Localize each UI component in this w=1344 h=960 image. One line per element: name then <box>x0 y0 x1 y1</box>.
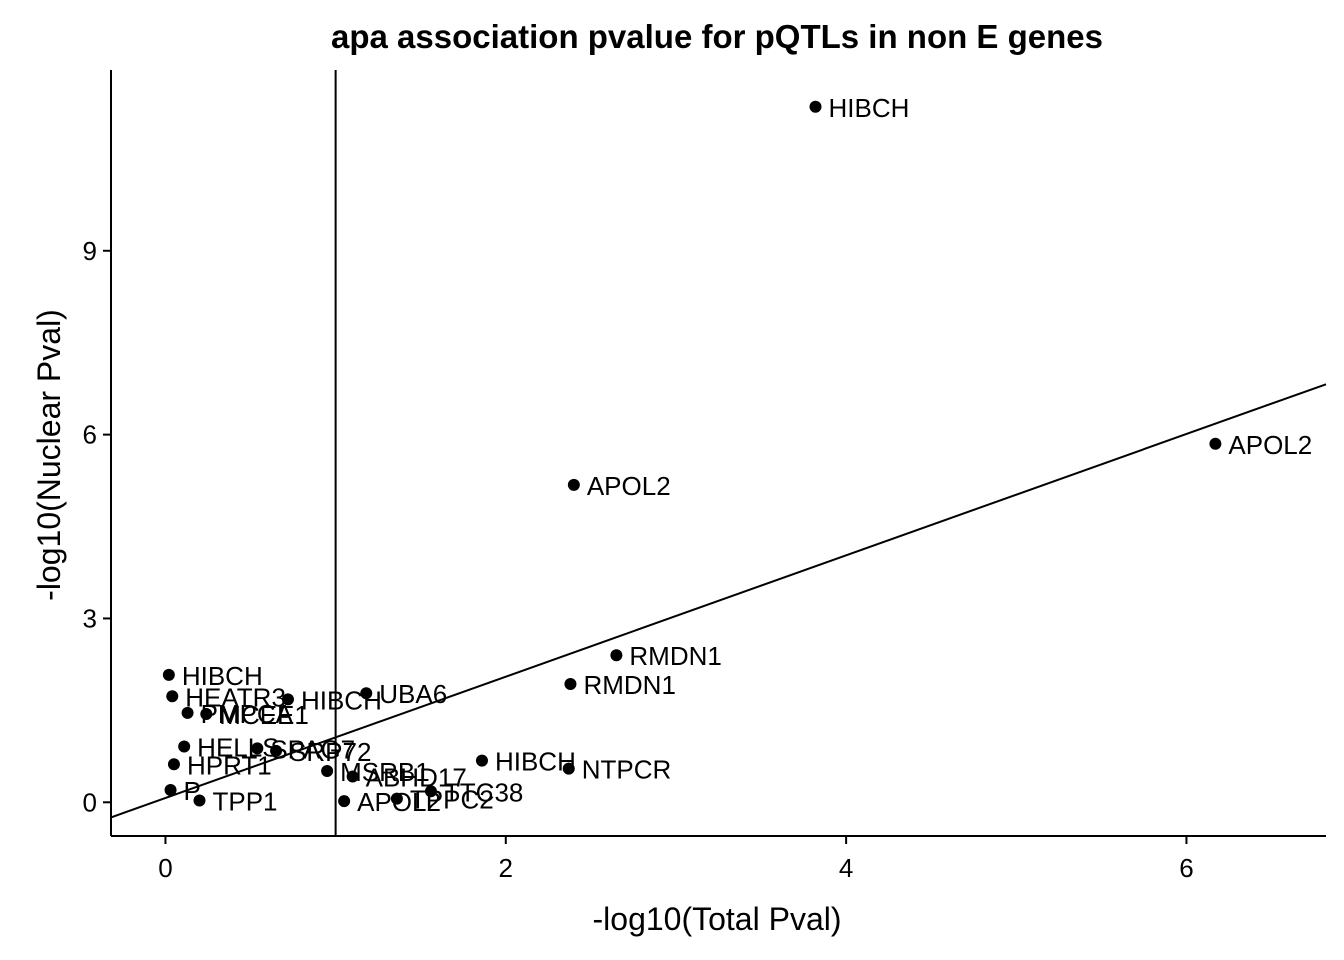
x-axis-title: -log10(Total Pval) <box>593 901 842 937</box>
y-axis-title: -log10(Nuclear Pval) <box>31 309 67 601</box>
point-label: HIBCH <box>301 685 382 715</box>
data-point <box>193 794 206 807</box>
point-label: TTC38 <box>444 777 523 807</box>
data-point <box>321 765 334 778</box>
point-label: TPPC2 <box>410 785 494 815</box>
y-tick-label: 6 <box>83 420 97 450</box>
point-label: HELLS <box>197 733 279 763</box>
point-label: APOL2 <box>587 471 671 501</box>
point-label: RMDN1 <box>629 641 721 671</box>
data-point <box>178 740 191 753</box>
data-point <box>338 795 351 808</box>
y-tick-label: 9 <box>83 236 97 266</box>
data-point <box>424 785 437 798</box>
x-tick-label: 0 <box>158 853 172 883</box>
point-label: SRP72 <box>289 737 371 767</box>
data-point <box>809 100 822 113</box>
y-tick-label: 0 <box>83 787 97 817</box>
data-point <box>567 478 580 491</box>
data-point <box>390 792 403 805</box>
data-point <box>251 742 264 755</box>
point-label: APOL2 <box>357 787 441 817</box>
point-label: HIBCH <box>182 661 263 691</box>
data-point <box>164 784 177 797</box>
point-label: UBA6 <box>379 679 447 709</box>
data-point <box>200 708 213 721</box>
data-point <box>281 693 294 706</box>
point-label: TPP1 <box>212 786 277 816</box>
point-label: SPAG7 <box>270 734 355 764</box>
y-tick-label: 3 <box>83 603 97 633</box>
data-point <box>181 706 194 719</box>
data-point <box>360 687 373 700</box>
point-label: RMDN1 <box>583 670 675 700</box>
point-label: ABHD17 <box>366 763 467 793</box>
point-label: APOL2 <box>1228 430 1312 460</box>
point-label: HIBCH <box>828 93 909 123</box>
x-tick-label: 2 <box>499 853 513 883</box>
data-point <box>270 744 283 757</box>
point-label: PMPCA <box>201 699 294 729</box>
data-point <box>564 678 577 691</box>
point-label: NTPCR <box>582 755 672 785</box>
data-point <box>562 762 575 775</box>
plot-area: 0 2 4 60369HIBCHAPOL2APOL2RMDN1RMDN1UBA6HIB… <box>83 70 1327 883</box>
point-label: HIBCH <box>495 747 576 777</box>
point-label: MCEE1 <box>219 700 309 730</box>
x-tick-label: 6 <box>1179 853 1193 883</box>
point-label: HEATR3 <box>185 682 286 712</box>
chart-title: apa association pvalue for pQTLs in non … <box>331 18 1103 55</box>
data-point <box>610 649 623 662</box>
regression-line <box>110 383 1327 819</box>
point-label: HPRT1 <box>187 750 272 780</box>
data-point <box>162 668 175 681</box>
data-point <box>475 754 488 767</box>
x-tick-label: 4 <box>839 853 853 883</box>
data-point <box>1209 437 1222 450</box>
data-point <box>166 690 179 703</box>
data-point <box>167 758 180 771</box>
data-point <box>346 770 359 783</box>
